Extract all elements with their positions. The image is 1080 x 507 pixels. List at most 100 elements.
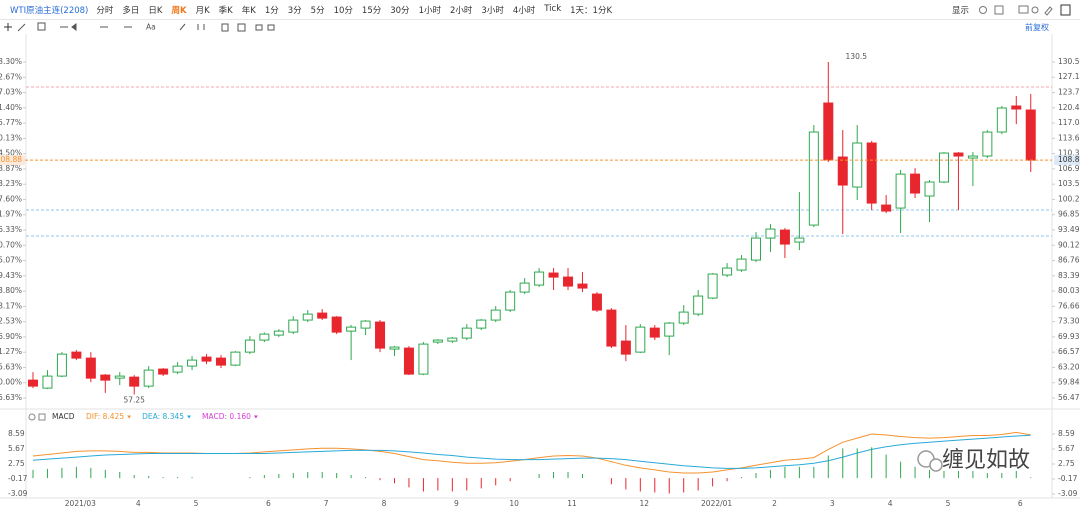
candle-body [403, 347, 414, 375]
candle-body [910, 173, 921, 194]
y2-tick-label: 33.80% [0, 286, 22, 295]
period-button[interactable]: 4小时 [512, 5, 536, 16]
y-tick-label: 113.68 [1058, 133, 1080, 142]
period-button[interactable]: 多日 [122, 5, 140, 16]
draw-tool-icons: Aa [4, 22, 275, 32]
last-price-box-left [0, 155, 25, 166]
y-tick-label: 5.67 [1058, 444, 1075, 453]
legend-caret [253, 415, 258, 419]
candle-body [71, 351, 82, 359]
candle-body [244, 339, 255, 353]
y-tick-label: 96.85 [1058, 210, 1080, 219]
adjust-mode[interactable]: 前复权 [1025, 23, 1049, 32]
period-button[interactable]: 季K [218, 5, 233, 16]
text-tool[interactable]: Aa [146, 23, 156, 32]
candle-body [707, 273, 718, 299]
candle-body [693, 295, 704, 315]
period-button[interactable]: 3分 [287, 5, 302, 16]
y-tick-label-left: 2.75 [8, 459, 25, 468]
y2-tick-label: 90.13% [0, 133, 22, 142]
period-button[interactable]: 年K [241, 5, 256, 16]
y-tick-label: 56.47 [1058, 393, 1080, 402]
period-button[interactable]: 10分 [333, 5, 353, 16]
candle-body [375, 321, 386, 349]
period-button[interactable]: 15分 [361, 5, 382, 16]
period-button[interactable]: 月K [195, 5, 210, 16]
candle-body [736, 258, 747, 271]
x-tick-label: 11 [567, 499, 577, 507]
y2-tick-label: 0.00% [0, 378, 22, 387]
period-select[interactable]: 1天：1分K [570, 5, 613, 16]
candle-body [1025, 109, 1036, 161]
y2-tick-label: 28.17% [0, 301, 22, 310]
period-button[interactable]: 30分 [390, 5, 410, 16]
y-tick-label: 80.03 [1058, 286, 1080, 295]
wechat-icon [917, 450, 935, 468]
last-price-label: 108.88 [1058, 155, 1080, 164]
candle-body [418, 343, 429, 375]
period-button[interactable]: 日K [148, 5, 163, 16]
candle-body [794, 237, 805, 243]
y2-tick-label: 118.30% [0, 57, 22, 66]
candle-body [765, 228, 776, 239]
period-button[interactable]: 1小时 [418, 5, 441, 16]
y-tick-label: -0.17 [1058, 474, 1078, 483]
candle-body [563, 276, 574, 287]
y-tick-label: 76.66 [1058, 301, 1080, 310]
candle-body [635, 326, 646, 353]
period-button[interactable]: 2小时 [449, 5, 473, 16]
y2-tick-label: 84.50% [0, 149, 22, 158]
period-button[interactable]: 5分 [310, 5, 325, 16]
period-button[interactable]: 1分 [264, 5, 279, 16]
candle-body [56, 353, 67, 377]
y-tick-label: 123.77 [1058, 88, 1080, 97]
y-tick-label: 130.5 [1058, 57, 1080, 66]
y-tick-label: 86.76 [1058, 256, 1080, 265]
y-tick-label-left: 5.67 [8, 444, 25, 453]
period-button[interactable]: 分时 [96, 5, 114, 16]
y-tick-label: 103.58 [1058, 179, 1080, 188]
candle-body [230, 351, 241, 366]
y2-tick-label: 73.23% [0, 179, 22, 188]
candle-body [172, 365, 183, 373]
y2-tick-label: 50.70% [0, 240, 22, 249]
y-tick-label-left: -3.09 [8, 489, 28, 498]
legend-label: DEA: 8.345 [142, 412, 184, 421]
period-button[interactable]: Tick [544, 3, 562, 14]
candle-body [187, 359, 198, 367]
x-tick-label: 5 [946, 499, 951, 507]
candle-body [751, 237, 761, 261]
high-label: 130.5 [846, 52, 868, 61]
indicator-line [32, 431, 1031, 474]
x-tick-label: 6 [266, 499, 271, 507]
candle-body [866, 142, 877, 204]
candle-body [490, 309, 501, 321]
legend-caret [127, 415, 132, 419]
y2-tick-label: -5.63% [0, 393, 22, 402]
candle-body [346, 326, 357, 332]
period-button[interactable]: 周K [171, 5, 187, 16]
candle-body [447, 337, 458, 342]
display-menu[interactable]: 显示 [952, 5, 970, 16]
indicator-title: MACD [52, 412, 75, 421]
x-tick-label: 6 [1018, 499, 1023, 507]
candle-body [519, 282, 530, 293]
last-price-box [1054, 155, 1080, 166]
candle-body [288, 319, 299, 333]
symbol[interactable]: WTI原油主连(2208) [10, 5, 89, 16]
candle-body [360, 320, 371, 329]
x-tick-label: 2 [772, 499, 777, 507]
candle-body [432, 339, 443, 343]
y-tick-label: 83.39 [1058, 271, 1080, 280]
y2-tick-label: 16.90% [0, 332, 22, 341]
period-button[interactable]: 3小时 [481, 5, 504, 16]
y2-tick-label: 78.87% [0, 164, 22, 173]
y-tick-label: 90.12 [1058, 240, 1080, 249]
candle-body [938, 152, 949, 183]
candle-body [649, 327, 660, 338]
y2-tick-label: 22.53% [0, 317, 22, 326]
draw-toolbar: Aa 前复权 [0, 20, 1080, 34]
y2-tick-label: 45.07% [0, 256, 22, 265]
